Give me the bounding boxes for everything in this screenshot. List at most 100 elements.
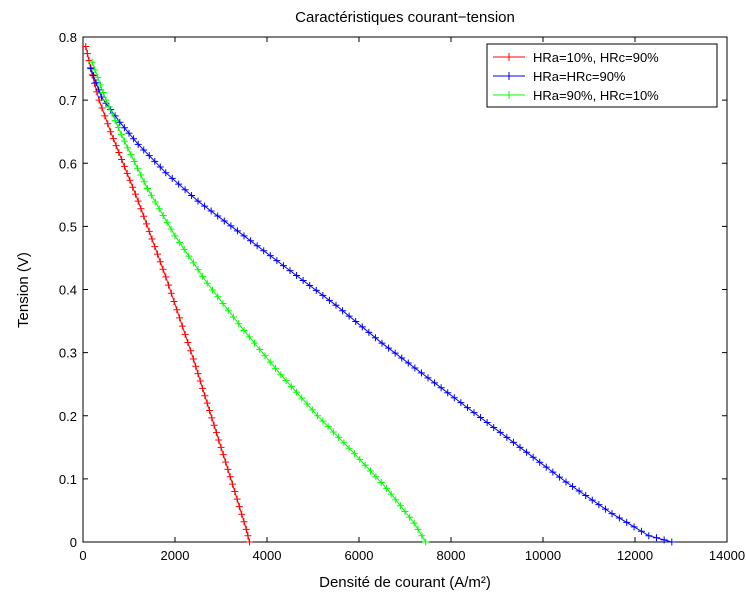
- data-point: [151, 243, 159, 251]
- data-point: [118, 155, 126, 163]
- data-point: [120, 124, 128, 132]
- data-point: [299, 276, 307, 284]
- data-point: [240, 232, 248, 240]
- data-point: [245, 333, 253, 341]
- data-point: [422, 538, 430, 546]
- data-point: [372, 473, 380, 481]
- data-point: [339, 307, 347, 315]
- data-point: [224, 306, 232, 314]
- data-point: [235, 320, 243, 328]
- data-point: [214, 293, 222, 301]
- data-point: [345, 312, 353, 320]
- data-point: [463, 404, 471, 412]
- data-point: [582, 492, 590, 500]
- data-point: [224, 465, 232, 473]
- data-point: [242, 525, 250, 533]
- data-point: [206, 406, 213, 414]
- data-point: [109, 135, 117, 143]
- data-point: [176, 239, 184, 247]
- data-point: [131, 190, 139, 198]
- data-point: [335, 433, 343, 441]
- data-point: [398, 354, 406, 362]
- data-point: [298, 394, 306, 402]
- data-point: [129, 183, 137, 191]
- data-point: [555, 473, 563, 481]
- data-point: [201, 392, 209, 400]
- data-point: [162, 273, 170, 281]
- data-point: [207, 207, 215, 215]
- data-point: [210, 421, 218, 429]
- data-point: [444, 389, 452, 397]
- data-point: [361, 461, 369, 469]
- data-point: [212, 429, 220, 437]
- data-point: [165, 281, 173, 289]
- data-point: [273, 257, 281, 265]
- data-point: [377, 479, 385, 487]
- data-point: [194, 266, 202, 274]
- data-point: [345, 444, 353, 452]
- data-point: [562, 478, 570, 486]
- data-point: [185, 252, 193, 260]
- data-point: [496, 428, 504, 436]
- data-point: [575, 487, 583, 495]
- data-point: [417, 369, 425, 377]
- data-point: [227, 222, 235, 230]
- legend-entry-3: HRa=90%, HRc=10%: [533, 88, 659, 103]
- data-point: [151, 198, 159, 206]
- data-point: [99, 89, 107, 97]
- data-point: [645, 532, 653, 540]
- data-point: [114, 123, 122, 131]
- data-point: [217, 443, 225, 451]
- data-point: [352, 318, 360, 326]
- legend-marker-2: [505, 72, 513, 80]
- data-point: [387, 490, 395, 498]
- data-point: [105, 103, 113, 111]
- x-axis-label: Densité de courant (A/m²): [319, 574, 491, 591]
- data-point: [569, 483, 577, 491]
- y-tick-label: 0.8: [59, 30, 77, 45]
- data-point: [457, 399, 465, 407]
- data-point: [112, 142, 120, 150]
- data-point: [418, 532, 426, 540]
- data-point: [145, 152, 153, 160]
- data-point: [329, 428, 337, 436]
- data-point: [588, 496, 596, 504]
- data-point: [287, 382, 295, 390]
- data-point: [367, 467, 374, 475]
- data-point: [82, 42, 90, 50]
- data-point: [219, 451, 227, 459]
- data-point: [116, 118, 124, 126]
- data-point: [424, 374, 432, 382]
- y-axis: 0 0.1 0.2 0.3 0.4 0.5 0.6 0.7 0.8: [59, 30, 727, 550]
- data-point: [188, 191, 196, 199]
- data-point: [180, 245, 188, 253]
- x-tick-label: 0: [79, 548, 86, 563]
- series-markers-1: [82, 42, 254, 546]
- x-tick-label: 12000: [617, 548, 653, 563]
- data-point: [140, 212, 148, 220]
- data-point: [130, 157, 138, 165]
- data-point: [260, 247, 268, 255]
- x-tick-label: 8000: [437, 548, 466, 563]
- data-point: [391, 349, 399, 357]
- data-point: [199, 272, 207, 280]
- data-point: [91, 66, 99, 74]
- data-point: [89, 72, 97, 80]
- data-point: [85, 57, 93, 65]
- series-layer: [82, 42, 676, 546]
- data-point: [266, 358, 274, 366]
- data-point: [117, 130, 125, 138]
- data-point: [240, 518, 248, 526]
- data-point: [340, 439, 348, 447]
- data-point: [219, 299, 227, 307]
- data-point: [178, 322, 186, 330]
- data-point: [203, 279, 211, 287]
- data-point: [246, 538, 254, 546]
- data-point: [104, 120, 112, 128]
- data-point: [220, 217, 228, 225]
- data-point: [293, 388, 301, 396]
- x-axis: 0 2000 4000 6000 8000 10000 12000 14000: [79, 37, 745, 563]
- legend-entry-2: HRa=HRc=90%: [533, 69, 626, 84]
- data-point: [171, 232, 179, 240]
- data-point: [167, 225, 175, 233]
